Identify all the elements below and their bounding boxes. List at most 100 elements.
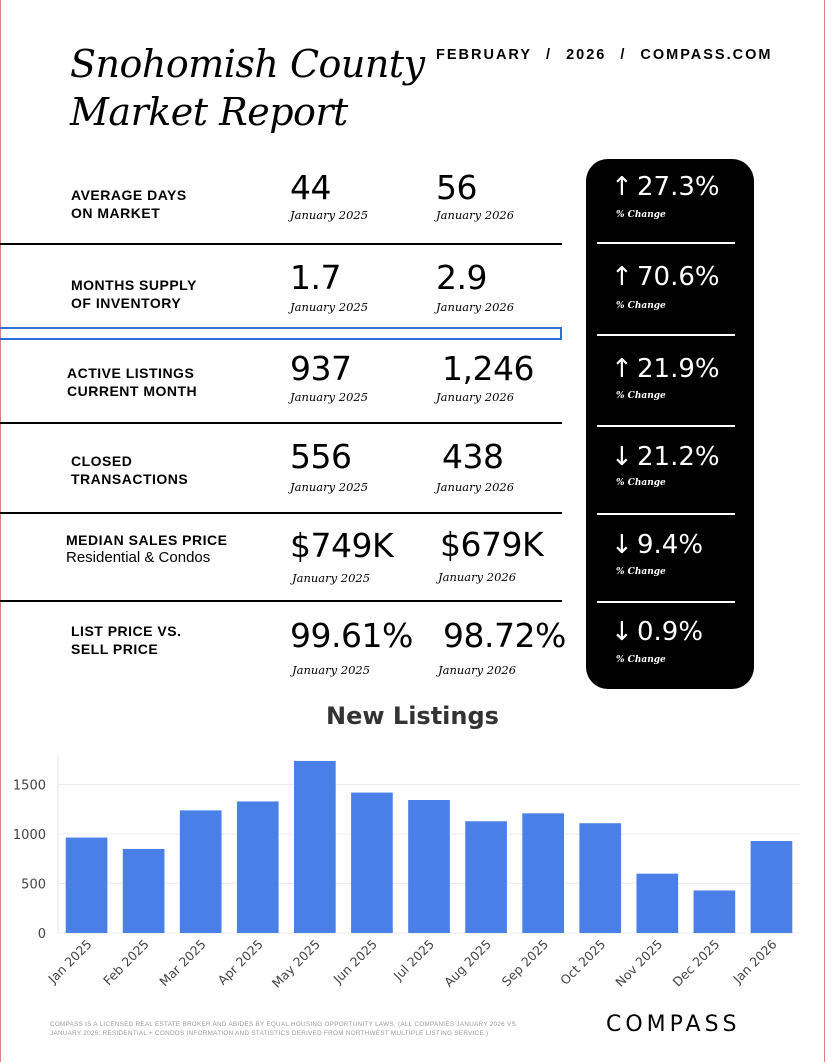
report-date-header: FEBRUARY / 2026 / COMPASS.COM <box>436 47 772 63</box>
metric-label-line-1: LIST PRICE VS. <box>71 623 182 639</box>
bar <box>693 890 736 933</box>
metric-period-curr: January 2026 <box>438 570 517 584</box>
panel-divider <box>597 242 735 244</box>
header-separator: / <box>546 47 553 63</box>
metric-period-curr: January 2026 <box>436 300 515 314</box>
metric-label-line-1: AVERAGE DAYS <box>71 187 187 203</box>
metric-period-prev: January 2025 <box>292 663 371 677</box>
arrow-up-icon: ↑ <box>611 354 633 384</box>
metric-value-prev: $749K <box>290 526 394 565</box>
metric-period-curr: January 2026 <box>436 390 515 404</box>
metric-value-prev: 99.61% <box>290 616 413 655</box>
x-tick-label: Apr 2025 <box>215 937 266 988</box>
metric-label-line-2: CURRENT MONTH <box>67 383 198 399</box>
panel-divider <box>597 425 735 427</box>
row-divider <box>0 243 562 245</box>
bar <box>636 873 679 933</box>
row-divider <box>0 600 562 602</box>
x-tick-label: Dec 2025 <box>669 937 722 990</box>
percent-change-panel <box>586 159 754 689</box>
x-tick-label: Jan 2025 <box>44 937 94 987</box>
metric-period-prev: January 2025 <box>290 300 369 314</box>
arrow-up-icon: ↑ <box>611 262 633 292</box>
bar <box>408 799 450 933</box>
metric-value-curr: 438 <box>442 437 504 476</box>
metric-value-prev: 937 <box>290 349 352 388</box>
metric-value-curr: 56 <box>436 168 478 207</box>
change-percent: 70.6% <box>637 262 720 292</box>
change-percent: 21.2% <box>637 442 720 472</box>
title-line-1: Snohomish County <box>70 42 425 86</box>
x-tick-label: Oct 2025 <box>557 937 608 988</box>
metric-value-curr: 1,246 <box>442 349 534 388</box>
change-percent: 21.9% <box>637 354 720 384</box>
x-tick-label: Aug 2025 <box>441 937 494 990</box>
metric-label-line-2: ON MARKET <box>71 205 161 221</box>
metric-label-line-1: MONTHS SUPPLY <box>71 277 197 293</box>
page-edge-left <box>0 0 1 1062</box>
metric-value-curr: 2.9 <box>436 258 487 297</box>
metric-label: LIST PRICE VS. SELL PRICE <box>71 622 181 658</box>
arrow-down-icon: ↓ <box>611 442 633 472</box>
metric-label: MEDIAN SALES PRICE Residential & Condos <box>66 531 227 567</box>
metric-period-prev: January 2025 <box>290 390 369 404</box>
metric-label-line-1: ACTIVE LISTINGS <box>67 365 195 381</box>
change-label: % Change <box>616 391 666 401</box>
x-tick-label: Jun 2025 <box>330 937 380 987</box>
header-site-link[interactable]: COMPASS.COM <box>640 47 773 63</box>
change-percent: 9.4% <box>637 530 704 560</box>
metric-label-line-1: CLOSED <box>71 453 133 469</box>
change-value: ↑ 70.6% <box>611 262 720 292</box>
panel-divider <box>597 601 735 603</box>
header-month: FEBRUARY <box>436 47 533 63</box>
bar <box>179 810 222 933</box>
change-label: % Change <box>616 301 666 311</box>
x-tick-label: Jul 2025 <box>390 937 437 984</box>
change-label: % Change <box>616 478 666 488</box>
chart-title: New Listings <box>326 702 499 730</box>
change-label: % Change <box>616 655 666 665</box>
bar <box>122 848 165 933</box>
change-percent: 27.3% <box>637 172 720 202</box>
change-value: ↓ 21.2% <box>611 442 720 472</box>
change-value: ↑ 27.3% <box>611 172 720 202</box>
change-value: ↓ 0.9% <box>611 617 703 647</box>
x-tick-label: Jan 2026 <box>729 936 779 986</box>
bar <box>522 813 564 933</box>
metric-value-curr: 98.72% <box>443 616 566 655</box>
bar <box>750 841 793 933</box>
metric-value-curr: $679K <box>440 525 544 564</box>
header-year: 2026 <box>566 47 607 63</box>
metric-label: ACTIVE LISTINGS CURRENT MONTH <box>67 364 197 400</box>
metric-value-prev: 556 <box>290 437 352 476</box>
change-label: % Change <box>616 567 666 577</box>
metric-period-curr: January 2026 <box>436 208 515 222</box>
arrow-up-icon: ↑ <box>611 172 633 202</box>
bar <box>294 760 336 933</box>
bar <box>351 792 393 933</box>
compass-logo: COMPASS <box>606 1012 741 1037</box>
x-tick-label: Sep 2025 <box>499 937 552 990</box>
metric-label-line-2: TRANSACTIONS <box>71 471 189 487</box>
metric-label-line-2: SELL PRICE <box>71 641 159 657</box>
metric-period-curr: January 2026 <box>436 480 515 494</box>
legal-disclaimer: COMPASS IS A LICENSED REAL ESTATE BROKER… <box>50 1021 519 1037</box>
row-divider <box>0 512 562 514</box>
x-tick-label: Feb 2025 <box>100 937 152 989</box>
change-label: % Change <box>616 210 666 220</box>
report-title: Snohomish County Market Report <box>70 40 425 136</box>
arrow-down-icon: ↓ <box>611 617 633 647</box>
y-tick-label: 1500 <box>13 779 46 794</box>
metric-period-prev: January 2025 <box>290 208 369 222</box>
metric-label-line-2: OF INVENTORY <box>71 295 182 311</box>
x-tick-label: Nov 2025 <box>612 937 665 990</box>
metric-label: CLOSED TRANSACTIONS <box>71 452 188 488</box>
panel-divider <box>597 513 735 515</box>
metric-period-prev: January 2025 <box>290 480 369 494</box>
change-value: ↓ 9.4% <box>611 530 703 560</box>
bar <box>465 821 507 933</box>
arrow-down-icon: ↓ <box>611 530 633 560</box>
y-tick-label: 1000 <box>13 828 46 843</box>
panel-divider <box>597 334 735 336</box>
metric-value-prev: 1.7 <box>290 258 341 297</box>
